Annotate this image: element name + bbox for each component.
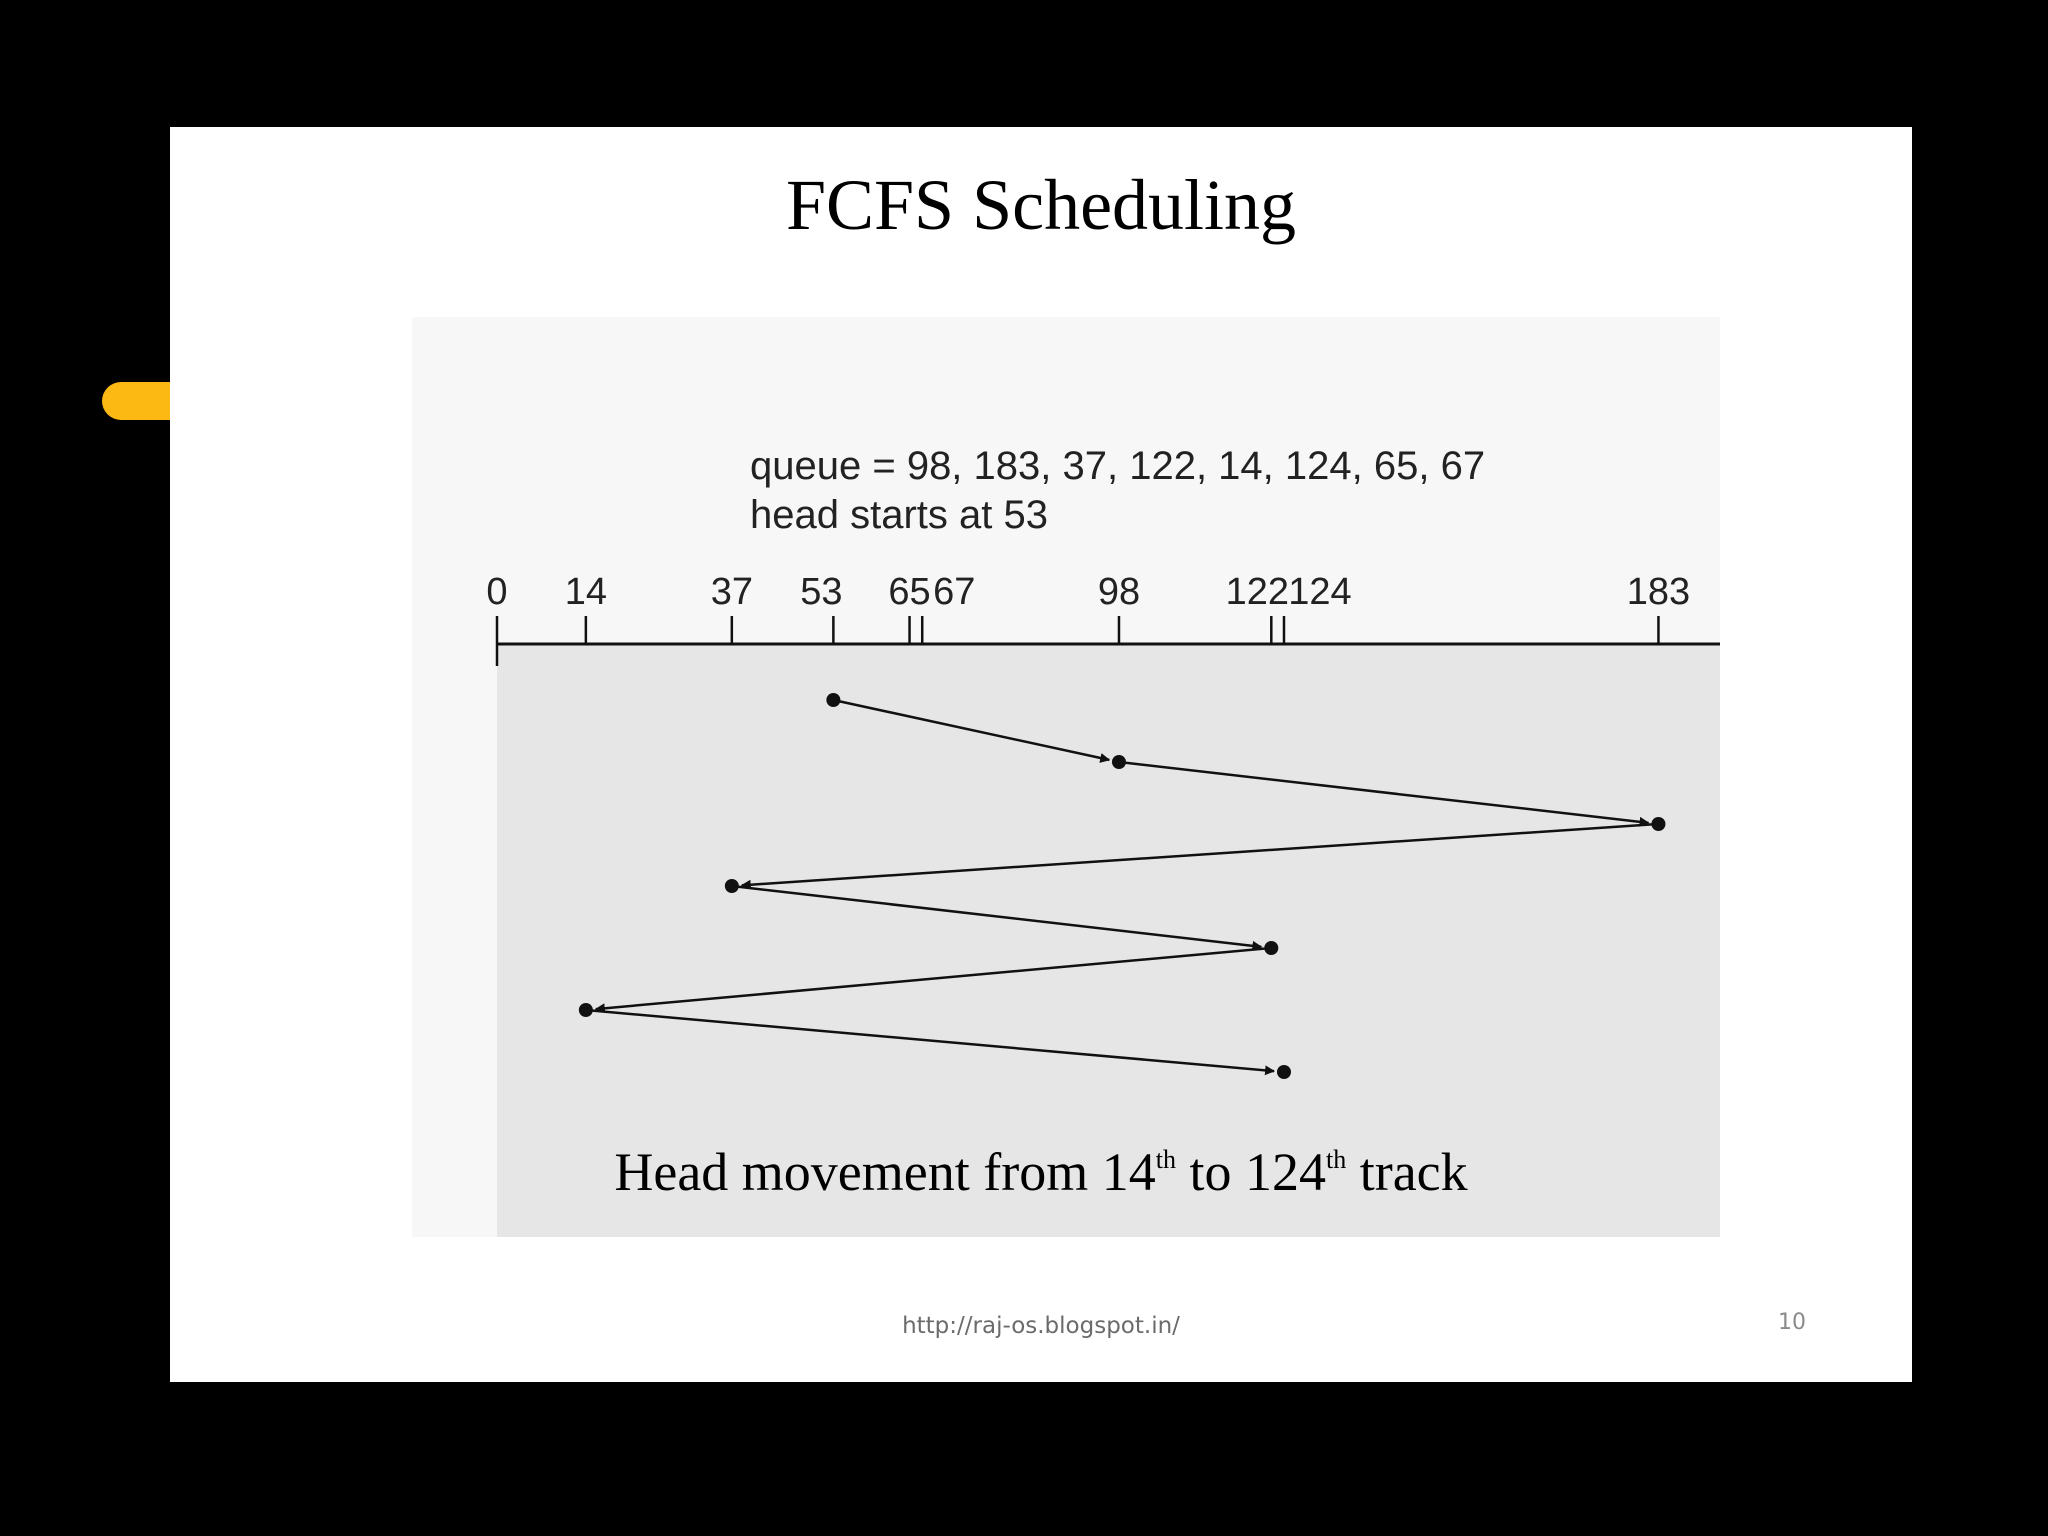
head-position-point [578,1003,593,1017]
head-move-arrow [594,946,1272,1014]
head-position-point [1651,817,1666,831]
head-position-point [1276,1065,1291,1079]
head-position-point [826,693,841,707]
tick-label: 37 [711,571,753,613]
caption-superscript-1: th [1155,1145,1176,1174]
tick-marks: 0143753656798122124183199 [486,571,1690,666]
slide: FCFS Scheduling queue = 98, 183, 37, 122… [170,127,1912,1382]
head-path [578,693,1666,1079]
plot-area [497,644,1720,1237]
diagram-svg: queue = 98, 183, 37, 122, 14, 124, 65, 6… [486,444,1720,1237]
head-position-point [1111,755,1126,769]
tick-label: 67 [933,571,975,613]
head-move-arrow [833,698,1111,763]
caption-middle: to 124 [1175,1142,1326,1202]
tick-label: 14 [565,571,607,613]
caption-suffix: track [1346,1142,1468,1202]
tick-label: 0 [486,571,507,613]
queue-label: queue = 98, 183, 37, 122, 14, 124, 65, 6… [750,444,1485,488]
tick-label: 183 [1627,571,1690,613]
tick-label: 53 [800,571,842,613]
tick-label: 124 [1288,571,1351,613]
slide-title: FCFS Scheduling [785,165,1297,245]
head-move-arrow [740,822,1659,890]
tick-label: 122 [1226,571,1289,613]
tick-label: 65 [888,571,930,613]
head-move-arrow [1118,760,1650,827]
head-position-point [724,879,739,893]
footer-url: http://raj-os.blogspot.in/ [902,1313,1180,1339]
caption-prefix: Head movement from 14 [614,1142,1156,1202]
caption: Head movement from 14th to 124th track [170,1145,1912,1199]
fcfs-diagram: queue = 98, 183, 37, 122, 14, 124, 65, 6… [412,317,1720,1237]
head-start-label: head starts at 53 [750,493,1048,537]
head-position-point [1264,941,1279,955]
head-move-arrow [731,884,1263,951]
head-move-arrow [585,1008,1276,1076]
tick-label: 98 [1098,571,1140,613]
caption-superscript-2: th [1325,1145,1347,1174]
page-number: 10 [1778,1310,1806,1335]
